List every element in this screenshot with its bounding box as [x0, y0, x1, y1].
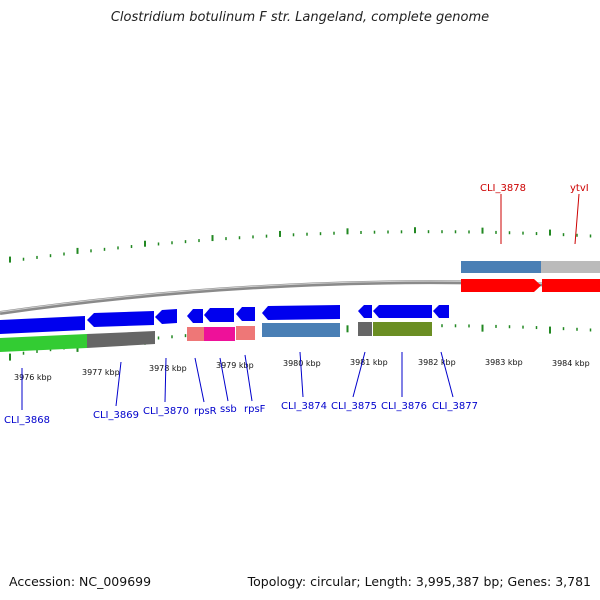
leader-line	[164, 357, 167, 403]
leader-line	[219, 357, 229, 402]
gene-bar-cli-3876[interactable]	[373, 322, 432, 336]
cds-arrow-cli-3869[interactable]	[87, 311, 154, 327]
cds-arrow-cli-3874[interactable]	[262, 305, 340, 320]
leader-line	[574, 193, 580, 245]
gene-label-cli-3874[interactable]: CLI_3874	[281, 401, 327, 412]
gene-label-cli-3868[interactable]: CLI_3868	[4, 415, 50, 426]
gene-bar-cli-3874[interactable]	[262, 323, 340, 337]
cds-arrow-rpsf[interactable]	[236, 307, 255, 321]
topology-text: Topology: circular; Length: 3,995,387 bp…	[247, 574, 591, 589]
map-title: Clostridium botulinum F str. Langeland, …	[110, 10, 490, 25]
leader-line	[352, 351, 366, 398]
gene-label-cli-3876[interactable]: CLI_3876	[381, 401, 427, 412]
cds-arrow-cli-3878[interactable]	[461, 279, 541, 292]
gene-bar-rpsf[interactable]	[236, 326, 255, 340]
reverse-strand-genes	[0, 322, 432, 352]
leader-line	[194, 357, 205, 403]
gene-bar-rpsr[interactable]	[187, 327, 204, 341]
leader-line	[115, 361, 122, 407]
gene-label-cli-3877[interactable]: CLI_3877	[432, 401, 478, 412]
accession-text: Accession: NC_009699	[9, 574, 152, 589]
gene-label-ytvi[interactable]: ytvI	[570, 183, 589, 194]
gene-label-rpsf[interactable]: rpsF	[244, 404, 266, 415]
cds-arrow-ssb[interactable]	[204, 308, 234, 322]
kbp-label: 3981 kbp	[350, 358, 388, 367]
cds-arrow-cli-3876[interactable]	[373, 305, 432, 318]
kbp-label: 3978 kbp	[149, 364, 187, 373]
kbp-label: 3977 kbp	[82, 368, 120, 377]
cds-arrow-cli-3868[interactable]	[0, 316, 85, 334]
kbp-labels: 3976 kbp 3977 kbp 3978 kbp 3979 kbp 3980…	[14, 358, 590, 382]
gene-label-ssb[interactable]: ssb	[220, 404, 237, 415]
gene-labels: CLI_3868 CLI_3869 CLI_3870 rpsR ssb rpsF…	[4, 183, 589, 426]
kbp-label: 3976 kbp	[14, 373, 52, 382]
cds-arrow-cli-3870[interactable]	[155, 309, 177, 324]
cds-arrow-cli-3877[interactable]	[433, 305, 449, 318]
gene-label-cli-3875[interactable]: CLI_3875	[331, 401, 377, 412]
gene-bar-cli-3869[interactable]	[87, 331, 155, 348]
gene-bar-ytvi[interactable]	[541, 261, 600, 273]
kbp-label: 3980 kbp	[283, 359, 321, 368]
gene-label-rpsr[interactable]: rpsR	[194, 406, 217, 417]
gene-bar-cli-3878[interactable]	[461, 261, 541, 273]
gene-bar-cli-3868[interactable]	[0, 334, 87, 352]
reverse-strand-cds	[0, 305, 449, 334]
leader-line	[440, 351, 454, 398]
kbp-label: 3984 kbp	[552, 359, 590, 368]
kbp-label: 3983 kbp	[485, 358, 523, 367]
kbp-label: 3982 kbp	[418, 358, 456, 367]
gene-label-cli-3878[interactable]: CLI_3878	[480, 183, 526, 194]
label-leader-lines	[21, 193, 580, 410]
cds-arrow-rpsr[interactable]	[187, 309, 203, 323]
leader-line	[299, 351, 304, 398]
gene-bar-ssb[interactable]	[204, 327, 235, 341]
gene-label-cli-3870[interactable]: CLI_3870	[143, 406, 189, 417]
forward-strand-features	[461, 261, 600, 292]
leader-line	[244, 354, 253, 402]
cds-arrow-cli-3875[interactable]	[358, 305, 372, 318]
gene-bar-cli-3875[interactable]	[358, 322, 372, 336]
kbp-label: 3979 kbp	[216, 361, 254, 370]
cds-arrow-ytvi[interactable]	[542, 279, 600, 292]
gene-label-cli-3869[interactable]: CLI_3869	[93, 410, 139, 421]
